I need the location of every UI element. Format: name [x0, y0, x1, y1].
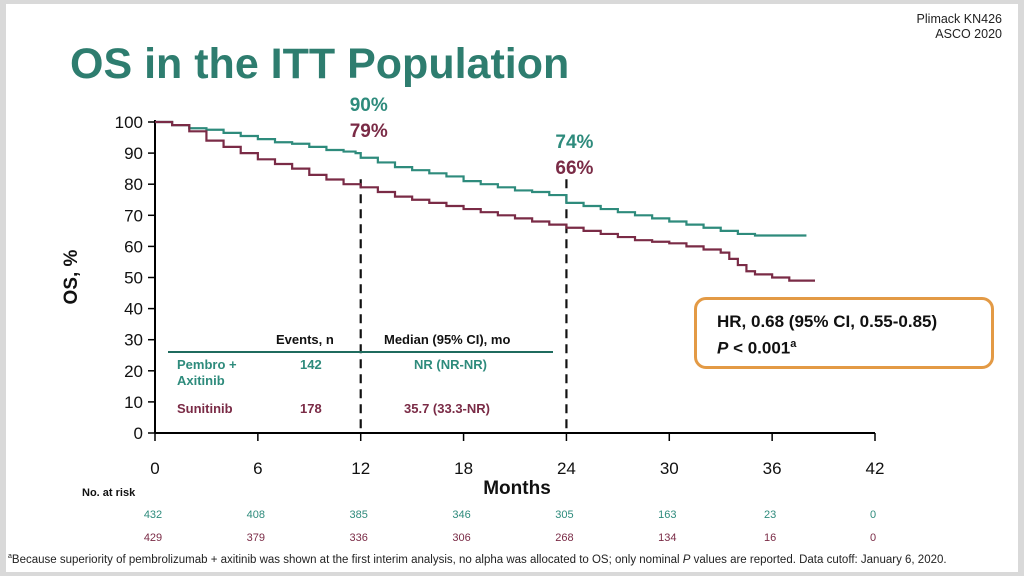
table-header-events: Events, n [276, 332, 334, 347]
at-risk-pembro-value: 0 [870, 509, 876, 521]
at-risk-sunitinib-value: 306 [452, 532, 470, 544]
series-line-sunitinib [155, 120, 815, 282]
y-tick-label: 90 [124, 144, 143, 163]
x-tick-label: 18 [454, 459, 473, 478]
at-risk-pembro-value: 163 [658, 509, 676, 521]
x-tick-label: 12 [351, 459, 370, 478]
table-row2-median: 35.7 (33.3-NR) [404, 401, 490, 416]
page-title: OS in the ITT Population [70, 40, 570, 88]
x-tick-label: 24 [557, 459, 576, 478]
x-tick-label: 0 [150, 459, 159, 478]
y-tick-label: 70 [124, 206, 143, 225]
series-line-pembro-axitinib [155, 120, 807, 237]
footnote-p: P [682, 553, 691, 566]
slide: OS in the ITT Population Plimack KN426 A… [6, 4, 1018, 572]
table-row1-events: 142 [300, 357, 322, 372]
y-tick-label: 60 [124, 237, 143, 256]
y-tick-label: 100 [115, 113, 143, 132]
y-tick-label: 20 [124, 362, 143, 381]
source-line-2: ASCO 2020 [935, 27, 1002, 41]
at-risk-label: No. at risk [82, 487, 136, 499]
y-tick-label: 50 [124, 269, 143, 288]
at-risk-sunitinib-value: 336 [350, 532, 368, 544]
hazard-ratio-text: HR, 0.68 (95% CI, 0.55-0.85) [717, 312, 938, 331]
p-value: < 0.001 [728, 338, 791, 358]
y-tick-label: 30 [124, 331, 143, 350]
at-risk-pembro-value: 23 [764, 509, 776, 521]
p-value-line: P < 0.001a [717, 333, 991, 360]
at-risk-sunitinib-value: 429 [144, 532, 162, 544]
x-axis-label: Months [483, 478, 551, 499]
table-row1-label-1: Pembro + [177, 357, 237, 372]
at-risk-sunitinib-value: 268 [555, 532, 573, 544]
p-superscript: a [790, 338, 797, 350]
table-header-median: Median (95% CI), mo [384, 332, 511, 347]
source-citation: Plimack KN426 ASCO 2020 [917, 12, 1002, 42]
annotation-sunitinib: 79% [350, 121, 388, 142]
hazard-ratio-box: HR, 0.68 (95% CI, 0.55-0.85) P < 0.001a [694, 297, 994, 369]
at-risk-pembro-value: 305 [555, 509, 573, 521]
y-tick-label: 0 [134, 424, 143, 443]
y-axis-label: OS, % [61, 249, 82, 304]
annotation-pembro: 74% [555, 132, 593, 153]
p-label: P [717, 338, 729, 358]
at-risk-sunitinib-value: 16 [764, 532, 776, 544]
footnote-text-2: values are reported. Data cutoff: Januar… [690, 553, 947, 566]
annotation-sunitinib: 66% [555, 158, 593, 179]
table-row1-median: NR (NR-NR) [414, 357, 487, 372]
x-tick-label: 36 [763, 459, 782, 478]
x-tick-label: 6 [253, 459, 262, 478]
footnote: aBecause superiority of pembrolizumab + … [8, 553, 947, 566]
at-risk-sunitinib-value: 0 [870, 532, 876, 544]
at-risk-pembro-value: 346 [452, 509, 470, 521]
x-tick-label: 42 [866, 459, 885, 478]
table-row2-label: Sunitinib [177, 401, 233, 416]
at-risk-sunitinib-value: 134 [658, 532, 676, 544]
table-row1-label-2: Axitinib [177, 373, 225, 388]
y-tick-label: 10 [124, 393, 143, 412]
source-line-1: Plimack KN426 [916, 12, 1002, 26]
at-risk-pembro-value: 432 [144, 509, 162, 521]
y-tick-label: 80 [124, 175, 143, 194]
y-tick-label: 40 [124, 300, 143, 319]
at-risk-pembro-value: 385 [350, 509, 368, 521]
footnote-marker: a [8, 553, 12, 560]
footnote-text-1: Because superiority of pembrolizumab + a… [11, 553, 683, 566]
annotation-pembro: 90% [350, 95, 388, 116]
table-row2-events: 178 [300, 401, 322, 416]
at-risk-pembro-value: 408 [247, 509, 265, 521]
x-tick-label: 30 [660, 459, 679, 478]
at-risk-sunitinib-value: 379 [247, 532, 265, 544]
